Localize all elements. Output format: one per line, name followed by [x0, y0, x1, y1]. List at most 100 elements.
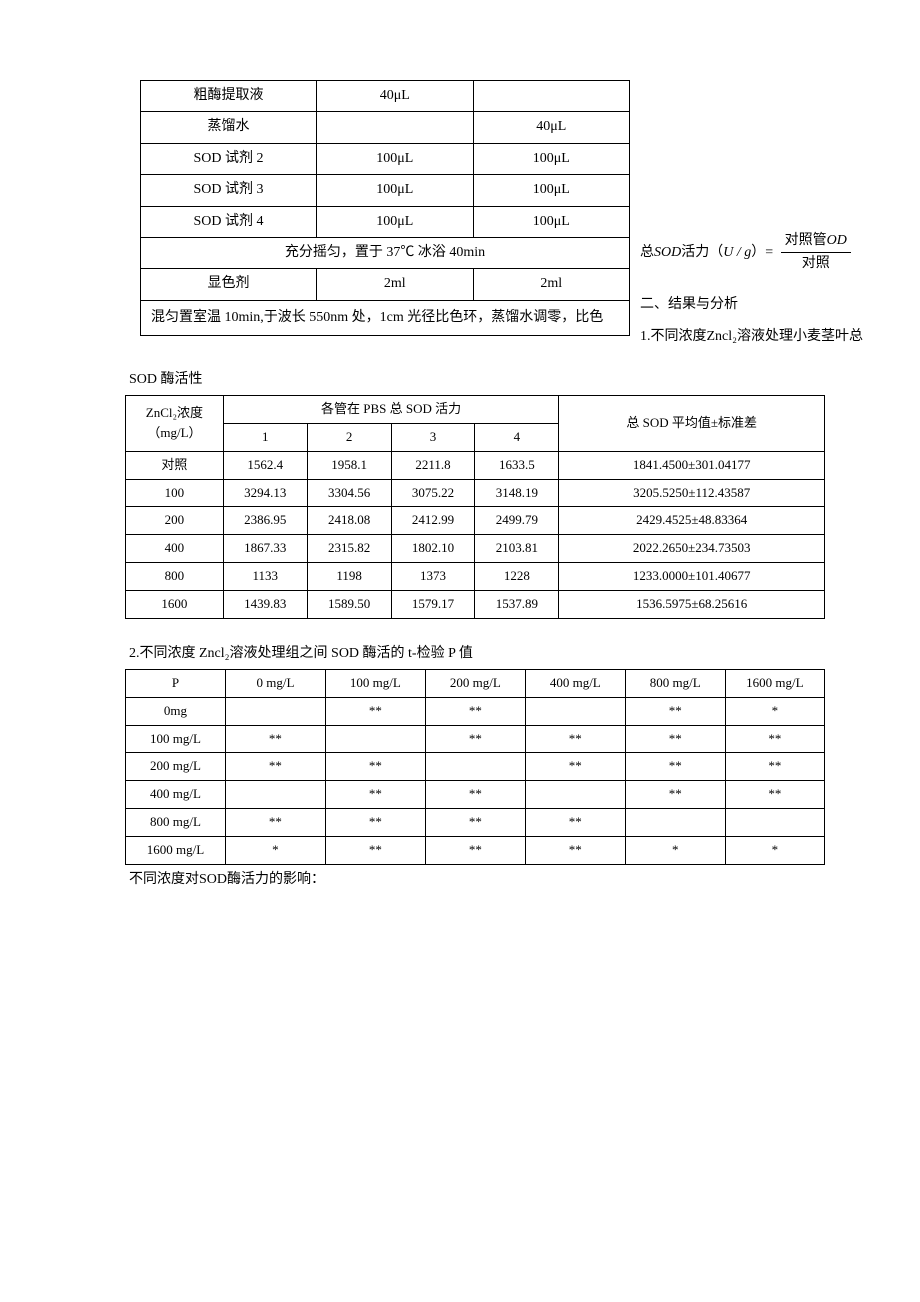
table-row: 200 2386.95 2418.08 2412.99 2499.79 2429…	[126, 507, 825, 535]
formula-text: 活力（	[681, 245, 723, 260]
header-cell: 4	[475, 423, 559, 451]
reagent-table: 粗酶提取液 40μL 蒸馏水 40μL SOD 试剂 2 100μL 100μL	[140, 80, 630, 336]
table-row: 对照 1562.4 1958.1 2211.8 1633.5 1841.4500…	[126, 451, 825, 479]
cell	[425, 753, 525, 781]
cell: 1867.33	[223, 535, 307, 563]
formula-text: ）=	[751, 245, 773, 260]
cell: **	[425, 808, 525, 836]
header-cell: 1	[223, 423, 307, 451]
cell: 3205.5250±112.43587	[559, 479, 825, 507]
cell: 1633.5	[475, 451, 559, 479]
paragraph: 1.不同浓度Zncl₂溶液处理小麦茎叶总	[640, 324, 920, 351]
cell: 100μL	[473, 206, 630, 237]
header-cell: 0 mg/L	[225, 669, 325, 697]
section-title: 2.不同浓度 Zncl₂溶液处理组之间 SOD 酶活的 t-检验 P 值	[129, 643, 825, 665]
table-row: 显色剂 2ml 2ml	[141, 269, 630, 300]
cell: **	[725, 725, 824, 753]
cell: SOD 试剂 3	[141, 175, 317, 206]
cell: 显色剂	[141, 269, 317, 300]
cell: **	[425, 725, 525, 753]
cell: 1373	[391, 562, 475, 590]
cell: **	[525, 753, 625, 781]
merged-cell: 混匀置室温 10min,于波长 550nm 处，1cm 光径比色环，蒸馏水调零，…	[141, 300, 630, 335]
cell: 1562.4	[223, 451, 307, 479]
cell: **	[425, 781, 525, 809]
cell: 3304.56	[307, 479, 391, 507]
cell	[317, 112, 473, 143]
cell: 对照	[126, 451, 224, 479]
table-row: 400 1867.33 2315.82 1802.10 2103.81 2022…	[126, 535, 825, 563]
cell: 蒸馏水	[141, 112, 317, 143]
section-continuation: SOD 酶活性	[125, 369, 825, 391]
cell: 1600	[126, 590, 224, 618]
cell: 1958.1	[307, 451, 391, 479]
cell: **	[525, 808, 625, 836]
header-cell: 1600 mg/L	[725, 669, 824, 697]
cell: 400 mg/L	[126, 781, 226, 809]
cell: **	[225, 753, 325, 781]
cell: 100μL	[317, 206, 473, 237]
formula: 总SOD活力（U / g）= 对照管OD 对照	[640, 230, 920, 276]
table-row: 100 3294.13 3304.56 3075.22 3148.19 3205…	[126, 479, 825, 507]
cell: 1133	[223, 562, 307, 590]
cell: 100μL	[317, 143, 473, 174]
cell: **	[625, 697, 725, 725]
cell: 100μL	[473, 175, 630, 206]
cell: 2ml	[317, 269, 473, 300]
cell: 2499.79	[475, 507, 559, 535]
cell: **	[325, 808, 425, 836]
cell	[625, 808, 725, 836]
footer-text: 不同浓度对SOD酶活力的影响：	[125, 869, 825, 891]
cell: 1537.89	[475, 590, 559, 618]
cell: 40μL	[473, 112, 630, 143]
cell	[225, 781, 325, 809]
header-cell: 各管在 PBS 总 SOD 活力	[223, 396, 559, 424]
table-row: SOD 试剂 4 100μL 100μL	[141, 206, 630, 237]
cell: 2211.8	[391, 451, 475, 479]
cell: **	[725, 753, 824, 781]
cell: 2022.2650±234.73503	[559, 535, 825, 563]
header-cell: P	[126, 669, 226, 697]
header-cell: 100 mg/L	[325, 669, 425, 697]
cell: 2412.99	[391, 507, 475, 535]
frac-numerator-it: OD	[827, 233, 847, 248]
cell: **	[325, 781, 425, 809]
cell: 3294.13	[223, 479, 307, 507]
frac-denominator: 对照	[802, 256, 830, 271]
cell: **	[425, 697, 525, 725]
cell: 1233.0000±101.40677	[559, 562, 825, 590]
cell: **	[625, 753, 725, 781]
table-row: 400 mg/L ** ** ** **	[126, 781, 825, 809]
cell: **	[325, 753, 425, 781]
merged-cell: 充分摇匀，置于 37℃ 冰浴 40min	[141, 237, 630, 268]
cell: **	[525, 725, 625, 753]
section-heading: 二、结果与分析	[640, 294, 920, 316]
cell: 200	[126, 507, 224, 535]
cell: 40μL	[317, 81, 473, 112]
cell: **	[625, 725, 725, 753]
t-test-table: P 0 mg/L 100 mg/L 200 mg/L 400 mg/L 800 …	[125, 669, 825, 865]
table-row: 粗酶提取液 40μL	[141, 81, 630, 112]
cell: 1198	[307, 562, 391, 590]
cell: 2315.82	[307, 535, 391, 563]
table-row: 充分摇匀，置于 37℃ 冰浴 40min	[141, 237, 630, 268]
cell: *	[725, 697, 824, 725]
cell: 100μL	[473, 143, 630, 174]
cell: **	[325, 836, 425, 864]
cell: 0mg	[126, 697, 226, 725]
table-header-row: ZnCl₂浓度（mg/L） 各管在 PBS 总 SOD 活力 总 SOD 平均值…	[126, 396, 825, 424]
table-row: 蒸馏水 40μL	[141, 112, 630, 143]
cell: **	[325, 697, 425, 725]
table-row: 200 mg/L ** ** ** ** **	[126, 753, 825, 781]
cell	[525, 697, 625, 725]
header-cell: 总 SOD 平均值±标准差	[559, 396, 825, 452]
cell: 800 mg/L	[126, 808, 226, 836]
cell: 3075.22	[391, 479, 475, 507]
cell: *	[625, 836, 725, 864]
formula-italic: U / g	[723, 245, 751, 260]
table-row: 800 mg/L ** ** ** **	[126, 808, 825, 836]
cell: 100μL	[317, 175, 473, 206]
table-row: 1600 1439.83 1589.50 1579.17 1537.89 153…	[126, 590, 825, 618]
cell: 1536.5975±68.25616	[559, 590, 825, 618]
formula-text: 总	[640, 245, 654, 260]
